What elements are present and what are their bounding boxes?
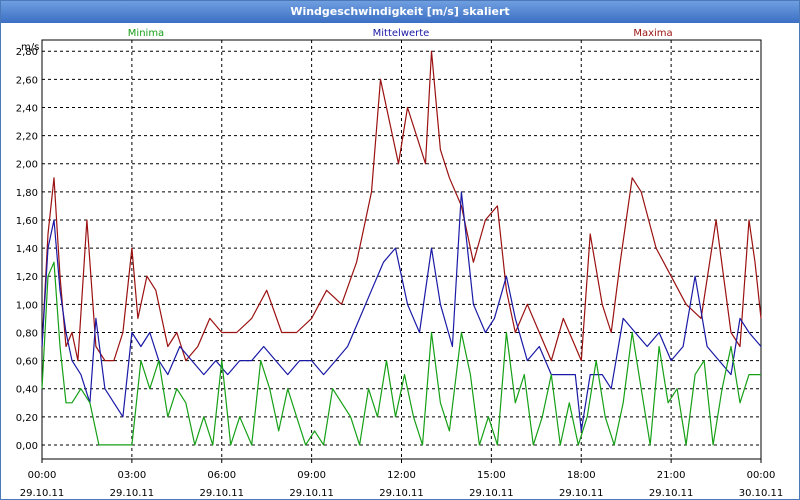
series-line-mittelwerte (41, 191, 762, 432)
y-tick-label: 0,20 (16, 413, 38, 424)
window-title: Windgeschwindigkeit [m/s] skaliert (1, 1, 799, 23)
axis-layer: 0,00 0,20 0,40 0,60 0,80 1,00 1,20 1,40 1,60 1,80… (16, 47, 784, 499)
y-tick-label: 1,00 (16, 300, 38, 311)
y-tick-label: 0,60 (16, 357, 38, 368)
y-tick-label: 2,60 (16, 75, 38, 86)
x-tick-time: 12:00 (387, 470, 416, 481)
x-tick-date: 29.10.11 (20, 488, 65, 499)
grid-layer (41, 39, 762, 460)
y-tick-label: 2,20 (16, 132, 38, 143)
x-tick-time: 06:00 (207, 470, 236, 481)
x-tick-date: 29.10.11 (110, 488, 155, 499)
x-tick-time: 18:00 (567, 470, 596, 481)
x-tick-time: 00:00 (28, 470, 57, 481)
y-tick-label: 2,00 (16, 160, 38, 171)
y-tick-label: 2,40 (16, 103, 38, 114)
legend-minima: Minima (128, 28, 164, 39)
legend-maxima: Maxima (633, 28, 672, 39)
x-tick-date: 29.10.11 (559, 488, 604, 499)
y-axis-label: m/s (21, 42, 39, 53)
series-line-minima (41, 261, 761, 446)
y-tick-label: 2,80 (16, 47, 38, 58)
x-tick-date: 29.10.11 (649, 488, 694, 499)
y-tick-label: 1,20 (16, 272, 38, 283)
x-tick-time: 15:00 (477, 470, 506, 481)
series-line-maxima (41, 50, 762, 362)
y-tick-label: 1,40 (16, 244, 38, 255)
x-tick-date: 29.10.11 (199, 488, 244, 499)
y-tick-label: 1,80 (16, 188, 38, 199)
x-tick-time: 03:00 (117, 470, 146, 481)
x-tick-date: 29.10.11 (289, 488, 334, 499)
x-tick-time: 09:00 (297, 470, 326, 481)
y-tick-label: 0,80 (16, 328, 38, 339)
x-tick-time: 00:00 (747, 470, 776, 481)
x-tick-date: 30.10.11 (739, 488, 784, 499)
x-tick-time: 21:00 (657, 470, 686, 481)
y-tick-label: 0,40 (16, 385, 38, 396)
y-tick-label: 1,60 (16, 216, 38, 227)
series-layer (41, 50, 762, 446)
y-tick-label: 0,00 (16, 441, 38, 452)
legend-mittelwerte: Mittelwerte (373, 28, 430, 39)
x-tick-date: 29.10.11 (379, 488, 424, 499)
x-tick-date: 29.10.11 (469, 488, 514, 499)
